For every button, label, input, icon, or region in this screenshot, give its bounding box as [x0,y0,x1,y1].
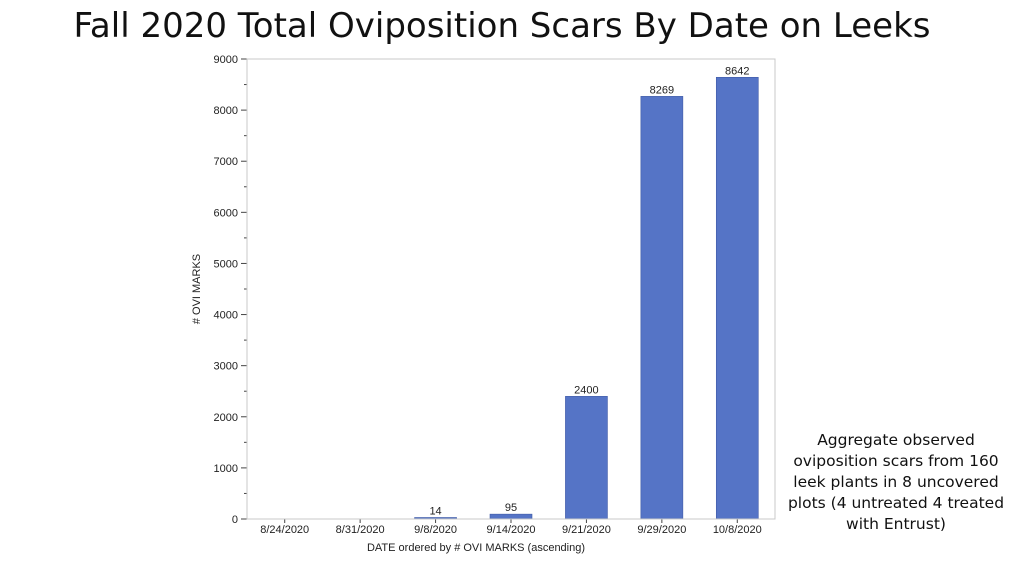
y-tick-label: 3000 [214,361,238,373]
y-tick-label: 5000 [214,258,238,270]
bar-data-label: 2400 [574,384,598,396]
y-axis-title: # OVI MARKS [191,254,203,324]
x-tick-label: 9/8/2020 [414,524,457,536]
y-tick-label: 0 [232,514,238,526]
y-tick-label: 9000 [214,54,238,66]
y-tick-label: 8000 [214,105,238,117]
y-tick-label: 2000 [214,412,238,424]
x-tick-label: 8/31/2020 [336,524,385,536]
x-tick-label: 9/14/2020 [487,524,536,536]
bar-data-labels: 14 95 2400 8269 8642 [429,65,749,517]
x-tick-label: 9/21/2020 [562,524,611,536]
bar-9/29/2020 [640,96,684,520]
x-tick-label: 10/8/2020 [713,524,762,536]
x-axis-title: DATE ordered by # OVI MARKS (ascending) [367,542,585,554]
side-note: Aggregate observed oviposition scars fro… [787,431,1005,533]
y-tick-label: 7000 [214,156,238,168]
y-tick-label: 4000 [214,310,238,322]
y-tick-label: 1000 [214,463,238,475]
bar-data-label: 8269 [650,84,674,96]
y-axis: 0 1000 2000 3000 4000 5000 6000 7000 8000 9000 [214,54,248,526]
bars [414,76,759,520]
bar-9/21/2020 [565,396,608,520]
bar-data-label: 8642 [725,65,749,77]
bar-9/14/2020 [489,513,533,520]
bar-10/8/2020 [715,76,759,520]
bar-data-label: 14 [429,506,441,518]
x-axis: 8/24/2020 8/31/2020 9/8/2020 9/14/2020 9/21/… [247,518,775,536]
plot-frame [246,58,776,520]
chart-title: Fall 2020 Total Oviposition Scars By Dat… [73,6,931,46]
x-tick-label: 9/29/2020 [637,524,686,536]
x-tick-label: 8/24/2020 [260,524,309,536]
y-tick-label: 6000 [214,207,238,219]
bar-data-label: 95 [505,502,517,514]
